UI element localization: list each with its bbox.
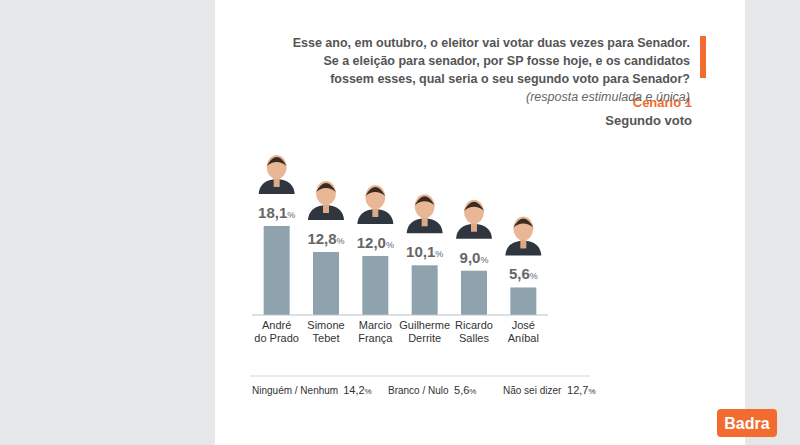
- portrait-face: [513, 216, 533, 240]
- portrait-hair: [415, 196, 435, 205]
- data-label-unit: %: [530, 271, 538, 281]
- category-line: Simone: [307, 319, 344, 331]
- category-line: do Prado: [254, 332, 299, 344]
- vote-label: Segundo voto: [605, 113, 692, 128]
- data-label-number: 10,1: [406, 243, 435, 260]
- data-label-number: 12,0: [357, 234, 386, 251]
- category-line: Derrite: [408, 332, 441, 344]
- portrait-hair: [513, 218, 533, 227]
- data-label-unit: %: [287, 210, 295, 220]
- portrait-hair: [365, 187, 385, 196]
- portrait: [407, 194, 443, 233]
- category-line: Marcio: [359, 319, 392, 331]
- category-label: SimoneTebet: [307, 319, 344, 344]
- note-number: 14,2: [343, 384, 364, 396]
- portrait-hair: [267, 157, 287, 166]
- portrait-face: [464, 200, 484, 224]
- category-label: GuilhermeDerrite: [399, 319, 450, 344]
- category-line: André: [262, 319, 291, 331]
- category-line: Aníbal: [508, 332, 539, 344]
- category-line: França: [358, 332, 393, 344]
- portrait-face: [267, 155, 287, 179]
- brand-badge: [717, 409, 777, 437]
- title: Esse ano, em outubro, o eleitor vai vota…: [280, 34, 690, 106]
- data-label: 18,1%: [258, 204, 295, 221]
- labels: 18,1% Andrédo Prado 12,8% SimoneTebet 12,0% M…: [254, 204, 539, 344]
- note-label: Branco / Nulo: [388, 385, 449, 396]
- bar: [313, 252, 339, 315]
- portrait: [456, 200, 492, 239]
- data-label: 12,0%: [357, 234, 394, 251]
- note-unit: %: [469, 387, 476, 396]
- note-unit: %: [588, 387, 595, 396]
- note-label: Não sei dizer: [503, 385, 562, 396]
- note-value: 14,2%: [343, 384, 372, 396]
- panel: [215, 0, 745, 445]
- data-label-unit: %: [337, 236, 345, 246]
- accent-bar: [700, 36, 706, 78]
- note-value: 5,6%: [454, 384, 476, 396]
- portrait: [308, 181, 344, 220]
- category-label: RicardoSalles: [455, 319, 493, 344]
- bar: [510, 287, 536, 315]
- category-label: JoséAníbal: [508, 319, 539, 344]
- data-label-number: 12,8: [307, 230, 336, 247]
- notes-rule: [250, 376, 590, 377]
- data-label: 5,6%: [509, 265, 538, 282]
- category-line: Guilherme: [399, 319, 450, 331]
- data-label-unit: %: [480, 255, 488, 265]
- note-value: 12,7%: [567, 384, 596, 396]
- data-label-unit: %: [435, 249, 443, 259]
- bar: [461, 271, 487, 315]
- bar: [264, 226, 290, 315]
- bar: [412, 265, 438, 315]
- note-number: 5,6: [454, 384, 469, 396]
- portrait: [505, 216, 541, 255]
- axis-line: [252, 315, 548, 316]
- portrait-hair: [464, 202, 484, 211]
- bars: [264, 226, 537, 315]
- note-unit: %: [365, 387, 372, 396]
- brand: Badra: [724, 415, 769, 432]
- note-number: 12,7: [567, 384, 588, 396]
- data-label-number: 9,0: [460, 249, 481, 266]
- category-line: José: [512, 319, 535, 331]
- data-label: 9,0%: [460, 249, 489, 266]
- note-label: Ninguém / Nenhum: [252, 385, 338, 396]
- data-label-number: 18,1: [258, 204, 287, 221]
- portrait-hair: [316, 183, 336, 192]
- data-label-number: 5,6: [509, 265, 530, 282]
- portrait: [259, 155, 295, 194]
- subtitle: (resposta estimulada e única): [526, 90, 690, 104]
- portrait-face: [365, 185, 385, 209]
- bar: [362, 256, 388, 315]
- portrait-face: [415, 194, 435, 218]
- data-label-unit: %: [386, 240, 394, 250]
- portrait-face: [316, 181, 336, 205]
- portrait: [357, 185, 393, 224]
- data-label: 10,1%: [406, 243, 443, 260]
- category-line: Ricardo: [455, 319, 493, 331]
- data-label: 12,8%: [307, 230, 344, 247]
- category-line: Salles: [459, 332, 489, 344]
- category-label: Andrédo Prado: [254, 319, 299, 344]
- category-label: MarcioFrança: [358, 319, 393, 344]
- category-line: Tebet: [313, 332, 340, 344]
